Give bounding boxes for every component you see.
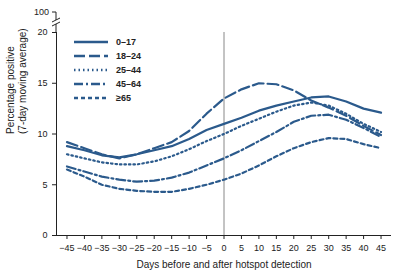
svg-text:5: 5 bbox=[42, 180, 47, 190]
svg-text:0: 0 bbox=[42, 230, 47, 240]
svg-text:0: 0 bbox=[221, 243, 226, 253]
svg-text:−25: −25 bbox=[129, 243, 144, 253]
svg-text:15: 15 bbox=[37, 78, 47, 88]
svg-text:25–44: 25–44 bbox=[116, 65, 141, 75]
svg-text:−30: −30 bbox=[112, 243, 127, 253]
svg-text:45–64: 45–64 bbox=[116, 79, 141, 89]
svg-text:5: 5 bbox=[239, 243, 244, 253]
svg-text:≥65: ≥65 bbox=[116, 93, 131, 103]
svg-text:20: 20 bbox=[289, 243, 299, 253]
svg-text:25: 25 bbox=[306, 243, 316, 253]
svg-text:20: 20 bbox=[37, 27, 47, 37]
svg-text:Percentage positive(7-day movi: Percentage positive(7-day moving average… bbox=[5, 28, 28, 134]
svg-text:18–24: 18–24 bbox=[116, 51, 141, 61]
svg-text:40: 40 bbox=[359, 243, 369, 253]
svg-text:45: 45 bbox=[376, 243, 386, 253]
svg-text:10: 10 bbox=[254, 243, 264, 253]
svg-text:−45: −45 bbox=[59, 243, 74, 253]
svg-text:−5: −5 bbox=[201, 243, 211, 253]
svg-text:30: 30 bbox=[324, 243, 334, 253]
svg-text:−15: −15 bbox=[164, 243, 179, 253]
svg-text:0–17: 0–17 bbox=[116, 37, 136, 47]
svg-text:35: 35 bbox=[341, 243, 351, 253]
svg-text:−35: −35 bbox=[94, 243, 109, 253]
svg-text:−10: −10 bbox=[181, 243, 196, 253]
svg-text:Days before and after hotspot: Days before and after hotspot detection bbox=[136, 259, 311, 270]
svg-text:10: 10 bbox=[37, 129, 47, 139]
svg-text:−40: −40 bbox=[77, 243, 92, 253]
svg-text:−20: −20 bbox=[147, 243, 162, 253]
svg-text:100: 100 bbox=[34, 7, 49, 17]
svg-text:15: 15 bbox=[271, 243, 281, 253]
